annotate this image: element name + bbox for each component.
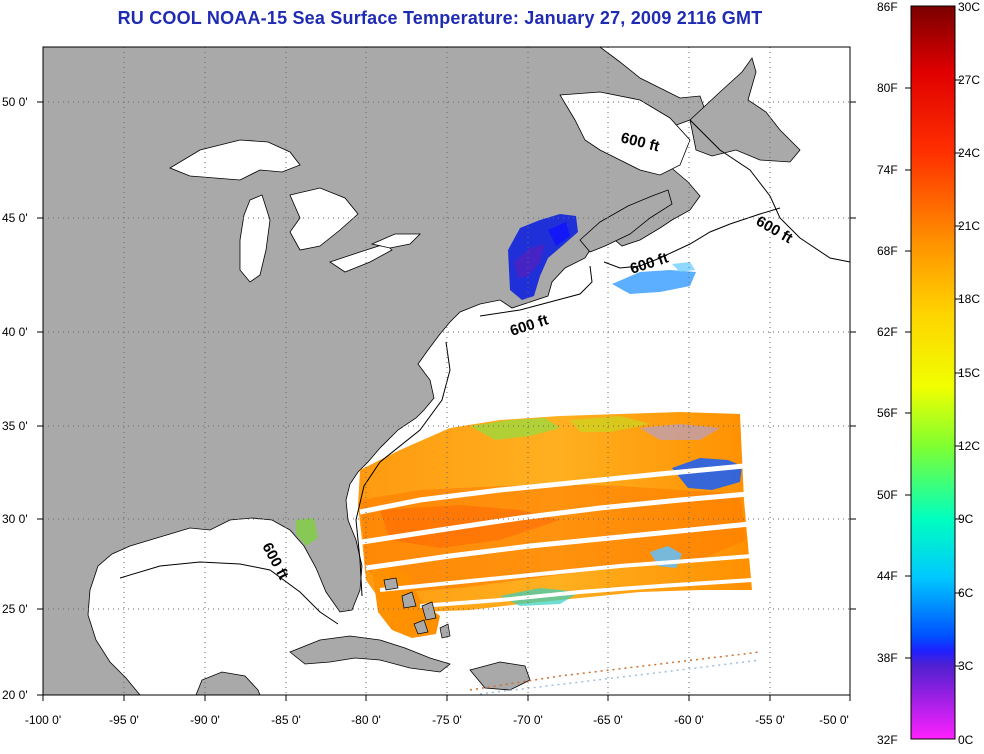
colorbar-c-label: 6C bbox=[958, 586, 974, 600]
colorbar-c-label: 0C bbox=[958, 733, 974, 747]
lon-tick-label: -85 0' bbox=[271, 713, 301, 727]
isobath-600ft bbox=[119, 119, 851, 625]
colorbar-f-label: 44F bbox=[877, 569, 898, 583]
lake-ontario bbox=[370, 233, 421, 249]
bahamas-islands bbox=[383, 577, 451, 639]
colorbar: 86F 80F 74F 68F 62F 56F 50F 44F 38F 32F … bbox=[877, 0, 980, 747]
sst-cold-patch bbox=[508, 214, 696, 300]
lon-tick-label: -100 0' bbox=[25, 713, 61, 727]
lon-tick-label: -55 0' bbox=[755, 713, 785, 727]
lat-tick-label: 45 0' bbox=[2, 211, 28, 225]
colorbar-f-label: 86F bbox=[877, 0, 898, 14]
lon-tick-label: -60 0' bbox=[674, 713, 704, 727]
lat-tick-label: 40 0' bbox=[2, 325, 28, 339]
lake-erie bbox=[329, 243, 393, 273]
colorbar-f-label: 68F bbox=[877, 244, 898, 258]
lon-tick-label: -90 0' bbox=[190, 713, 220, 727]
colorbar-c-label: 3C bbox=[958, 659, 974, 673]
colorbar-f-label: 74F bbox=[877, 163, 898, 177]
lake-superior bbox=[169, 139, 301, 181]
colorbar-c-label: 27C bbox=[958, 73, 980, 87]
lon-tick-label: -50 0' bbox=[819, 713, 849, 727]
lat-tick-label: 25 0' bbox=[2, 602, 28, 616]
land-cuba bbox=[289, 635, 451, 673]
colorbar-c-label: 21C bbox=[958, 219, 980, 233]
colorbar-c-label: 18C bbox=[958, 292, 980, 306]
colorbar-f-label: 80F bbox=[877, 81, 898, 95]
lake-huron bbox=[289, 187, 359, 251]
lon-tick-label: -95 0' bbox=[109, 713, 139, 727]
colorbar-c-label: 30C bbox=[958, 0, 980, 14]
lat-tick-label: 35 0' bbox=[2, 419, 28, 433]
sst-warm-swath bbox=[296, 412, 761, 695]
lake-michigan bbox=[239, 194, 271, 283]
lat-tick-label: 50 0' bbox=[2, 95, 28, 109]
colorbar-gradient bbox=[910, 5, 956, 740]
colorbar-f-label: 50F bbox=[877, 488, 898, 502]
colorbar-f-label: 56F bbox=[877, 406, 898, 420]
lon-tick-label: -80 0' bbox=[351, 713, 381, 727]
lat-axis: 50 0' 45 0' 40 0' 35 0' 30 0' 25 0' 20 0… bbox=[2, 95, 28, 702]
axis-ticks bbox=[37, 101, 856, 701]
colorbar-f-label: 62F bbox=[877, 325, 898, 339]
lat-tick-label: 30 0' bbox=[2, 512, 28, 526]
colorbar-f-label: 32F bbox=[877, 733, 898, 747]
land-newfoundland bbox=[689, 57, 801, 163]
colorbar-c-label: 12C bbox=[958, 439, 980, 453]
map-title: RU COOL NOAA-15 Sea Surface Temperature:… bbox=[117, 8, 763, 28]
colorbar-f-label: 38F bbox=[877, 651, 898, 665]
lat-tick-label: 20 0' bbox=[2, 688, 28, 702]
lon-axis: -100 0' -95 0' -90 0' -85 0' -80 0' -75 … bbox=[25, 713, 849, 727]
lon-tick-label: -70 0' bbox=[513, 713, 543, 727]
colorbar-c-label: 9C bbox=[958, 512, 974, 526]
colorbar-c-label: 15C bbox=[958, 366, 980, 380]
gulf-st-lawrence bbox=[559, 91, 691, 176]
land-nova-scotia bbox=[579, 189, 673, 253]
graticule bbox=[43, 47, 850, 695]
colorbar-c-label: 24C bbox=[958, 146, 980, 160]
lon-tick-label: -75 0' bbox=[432, 713, 462, 727]
lon-tick-label: -65 0' bbox=[593, 713, 623, 727]
